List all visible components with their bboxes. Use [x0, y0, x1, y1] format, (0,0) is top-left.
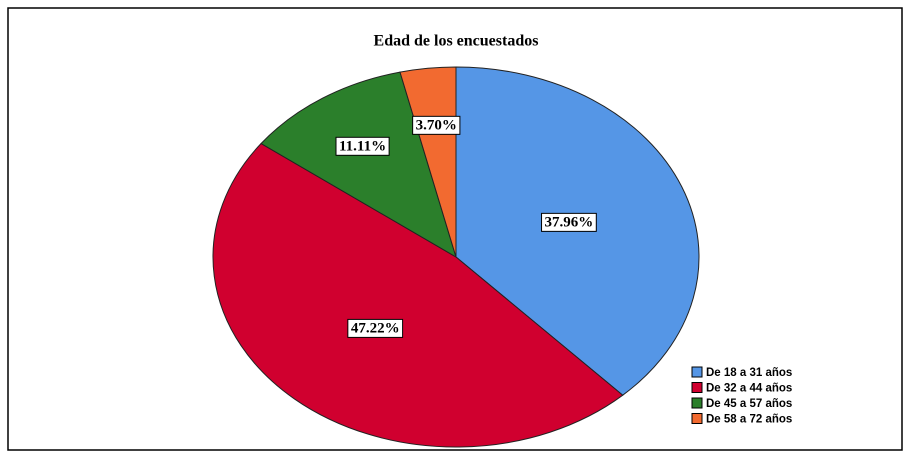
data-label-box — [412, 115, 461, 135]
legend-label: De 58 a 72 años — [706, 414, 792, 426]
data-label: 3.70% — [412, 115, 461, 135]
legend-label: De 18 a 31 años — [706, 367, 792, 379]
data-label-text: 37.96% — [545, 214, 594, 230]
data-label: 11.11% — [335, 136, 390, 156]
pie-slice — [212, 142, 624, 448]
data-label: 47.22% — [347, 318, 404, 338]
data-label-text: 11.11% — [339, 138, 386, 154]
data-label-box — [335, 136, 390, 156]
legend-label: De 45 a 57 años — [706, 398, 792, 410]
data-label-box — [347, 318, 404, 338]
legend-swatch — [691, 397, 703, 409]
pie-slice — [260, 71, 457, 259]
legend-swatch — [691, 382, 703, 393]
data-label: 37.96% — [541, 212, 597, 232]
data-label-text: 47.22% — [351, 320, 400, 336]
data-label-text: 3.70% — [416, 117, 457, 133]
legend-label: De 32 a 44 años — [706, 383, 792, 395]
data-label-box — [541, 212, 597, 232]
legend-swatch — [691, 413, 703, 424]
chart-title: Edad de los encuestados — [374, 33, 539, 50]
pie-slice — [399, 66, 457, 258]
legend-swatch — [691, 366, 703, 378]
